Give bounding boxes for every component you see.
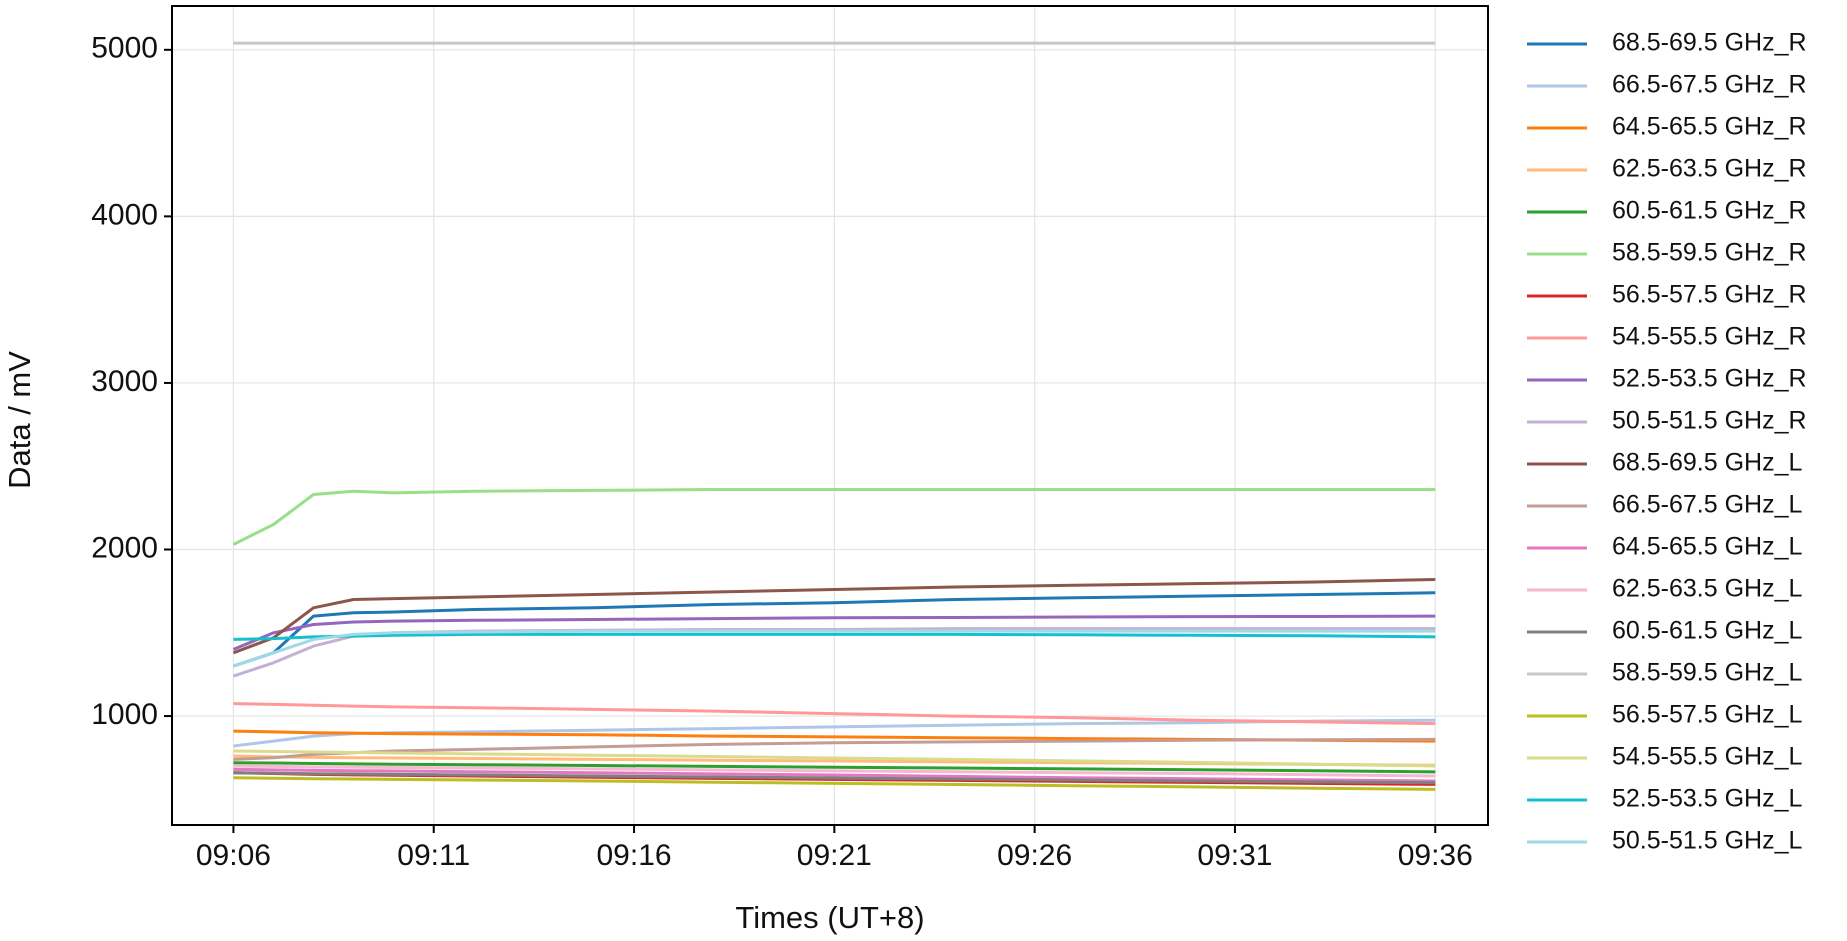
legend-label: 52.5-53.5 GHz_R [1612,365,1807,393]
series-line [233,749,1436,768]
series-line [233,764,1436,778]
series-line [233,771,1436,785]
legend-label: 56.5-57.5 GHz_R [1612,281,1807,309]
legend-label: 50.5-51.5 GHz_L [1612,827,1802,855]
series-line [233,776,1436,791]
x-tick-label: 09:11 [397,839,470,872]
series-line [233,718,1436,748]
x-tick-label: 09:26 [997,839,1072,872]
series-line [232,578,1436,655]
series-line [233,761,1436,774]
legend-label: 50.5-51.5 GHz_R [1612,407,1807,435]
legend-label: 64.5-65.5 GHz_L [1612,533,1802,561]
series-line [232,591,1436,668]
legend-label: 54.5-55.5 GHz_R [1612,323,1807,351]
x-tick-label: 09:31 [1197,839,1272,872]
series-line [233,737,1436,761]
y-tick-label: 2000 [91,531,158,564]
legend-label: 60.5-61.5 GHz_R [1612,197,1807,225]
series-line [232,614,1436,651]
y-tick-label: 5000 [91,32,158,65]
legend-label: 68.5-69.5 GHz_R [1612,29,1807,57]
series-line [233,767,1436,783]
x-tick-label: 09:36 [1398,839,1473,872]
legend-label: 54.5-55.5 GHz_L [1612,743,1802,771]
legend-label: 62.5-63.5 GHz_L [1612,575,1802,603]
series-line [232,488,1436,546]
legend-label: 66.5-67.5 GHz_L [1612,491,1802,519]
legend-label: 68.5-69.5 GHz_L [1612,449,1802,477]
legend-label: 58.5-59.5 GHz_R [1612,239,1807,267]
legend-label: 66.5-67.5 GHz_R [1612,71,1807,99]
x-axis-label: Times (UT+8) [735,900,924,935]
series-line [233,632,1436,641]
legend-label: 64.5-65.5 GHz_R [1612,113,1807,141]
series-line [233,702,1436,726]
legend-label: 52.5-53.5 GHz_L [1612,785,1802,813]
x-tick-label: 09:21 [797,839,872,872]
legend-label: 62.5-63.5 GHz_R [1612,155,1807,183]
series-line [232,629,1436,668]
legend-label: 58.5-59.5 GHz_L [1612,659,1802,687]
y-tick-label: 3000 [91,365,158,398]
y-axis-label: Data / mV [2,351,37,489]
x-tick-label: 09:06 [196,839,271,872]
y-tick-label: 1000 [91,698,158,731]
x-tick-label: 09:16 [596,839,671,872]
legend-label: 56.5-57.5 GHz_L [1612,701,1802,729]
legend-label: 60.5-61.5 GHz_L [1612,617,1802,645]
plot-frame [171,5,1489,826]
y-tick-label: 4000 [91,198,158,231]
